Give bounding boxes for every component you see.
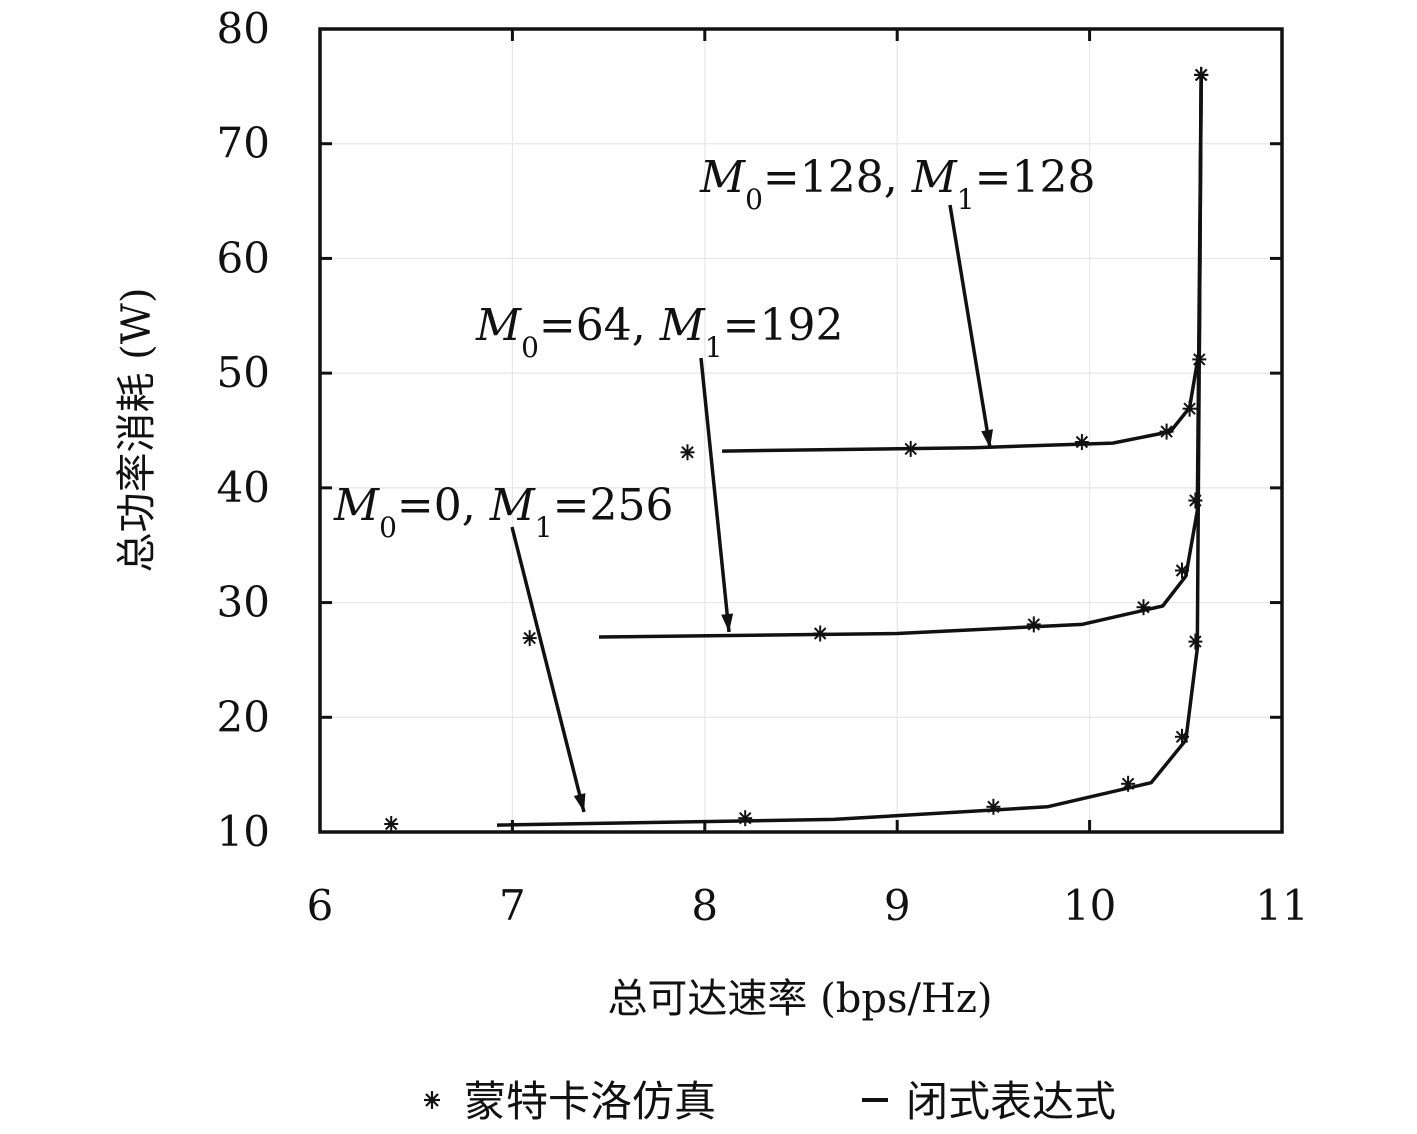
x-tick-labels: 6 7 8 9 10 11 (307, 881, 1309, 930)
annotation-label-1: M0=64, M1=192 (475, 300, 843, 364)
series-marker-2 (904, 441, 918, 457)
legend-label-monte-carlo: 蒙特卡洛仿真 (464, 1077, 716, 1126)
series-marker-1 (1027, 616, 1041, 632)
x-tick-label: 7 (499, 881, 526, 930)
x-tick-label: 9 (884, 881, 911, 930)
series-marker-2 (1192, 351, 1206, 367)
axis-ticks (320, 29, 1282, 832)
y-tick-label: 60 (217, 233, 270, 282)
series-marker-2 (1075, 434, 1089, 450)
plot-frame (320, 29, 1282, 832)
series-marker-0 (1175, 729, 1189, 745)
legend-label-closed-form: 闭式表达式 (906, 1077, 1116, 1126)
series-marker-0 (384, 816, 398, 832)
x-tick-label: 6 (307, 881, 334, 930)
series-marker-2 (1160, 424, 1174, 440)
legend-marker-monte-carlo (424, 1091, 440, 1109)
legend: 蒙特卡洛仿真 闭式表达式 (424, 1077, 1116, 1126)
annotation-arrow-2 (950, 205, 990, 448)
series-line-2 (722, 75, 1201, 451)
series-marker-1 (1188, 493, 1202, 509)
x-tick-label: 11 (1255, 881, 1308, 930)
x-tick-label: 10 (1063, 881, 1116, 930)
y-tick-labels: 10 20 30 40 50 60 70 80 (217, 4, 270, 856)
series-marker-0 (986, 799, 1000, 815)
grid-lines (320, 29, 1282, 832)
series-marker-1 (1175, 563, 1189, 579)
y-tick-label: 20 (217, 692, 270, 741)
series-marker-0 (1188, 634, 1202, 650)
series-marker-0 (1121, 776, 1135, 792)
y-tick-label: 50 (217, 348, 270, 397)
series-marker-2 (681, 444, 695, 460)
y-tick-label: 70 (217, 119, 270, 168)
y-tick-label: 30 (217, 578, 270, 627)
x-tick-label: 8 (691, 881, 718, 930)
series-marker-1 (1137, 599, 1151, 615)
x-axis-title: 总可达速率 (bps/Hz) (607, 976, 992, 1022)
y-tick-label: 80 (217, 4, 270, 53)
series-marker-2 (1183, 401, 1197, 417)
series-marker-1 (813, 626, 827, 642)
annotation-arrowhead-0 (574, 793, 586, 812)
series-marker-1 (523, 630, 537, 646)
series-marker-0 (738, 810, 752, 826)
y-tick-label: 40 (217, 463, 270, 512)
y-axis-title: 总功率消耗 (W) (114, 287, 160, 572)
series-marker-2 (1194, 67, 1208, 83)
annotation-label-0: M0=0, M1=256 (333, 480, 673, 544)
annotation-arrow-0 (512, 527, 584, 812)
y-tick-label: 10 (217, 807, 270, 856)
